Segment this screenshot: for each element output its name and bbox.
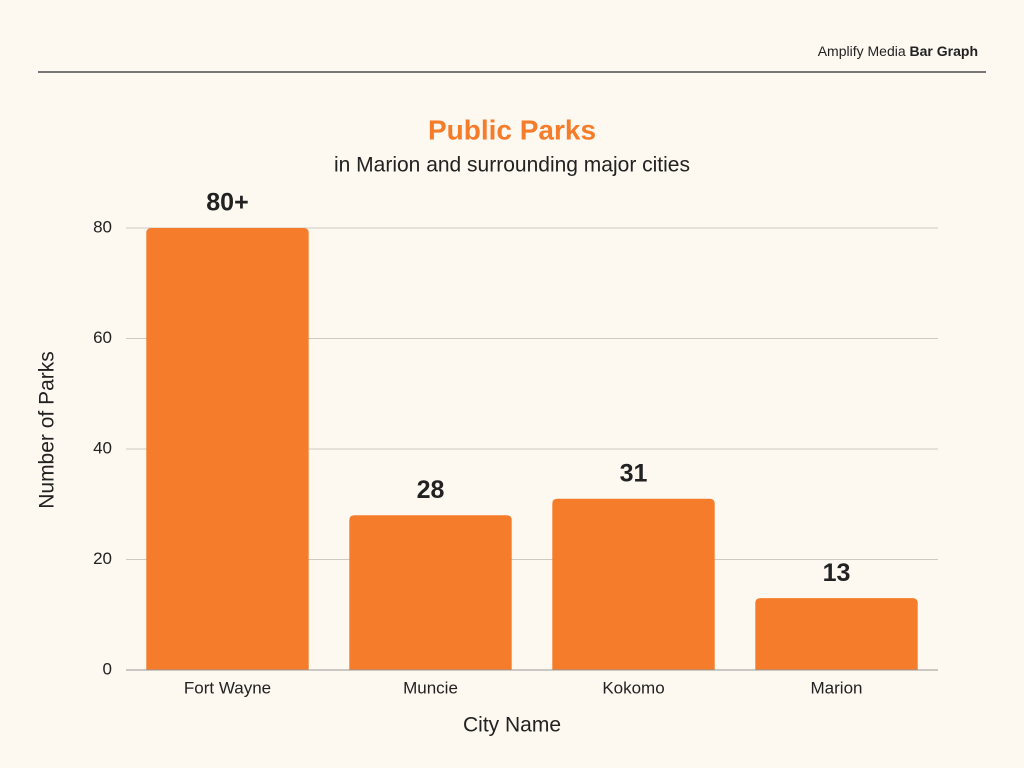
y-tick-label: 80 — [93, 217, 112, 236]
value-label: 13 — [823, 559, 851, 587]
header-brand: Amplify Media — [818, 43, 906, 59]
value-label: 80+ — [206, 189, 248, 217]
bar — [552, 498, 715, 670]
value-label: 28 — [417, 476, 445, 504]
x-tick-label: Marion — [811, 678, 863, 697]
chart-title: Public Parks — [428, 114, 596, 145]
x-tick-label: Kokomo — [602, 678, 664, 697]
bar — [755, 598, 918, 670]
x-axis-label: City Name — [463, 714, 561, 737]
bar — [349, 515, 512, 670]
y-axis-label: Number of Parks — [36, 351, 59, 509]
header-text: Amplify Media Bar Graph — [818, 43, 978, 59]
x-tick-label: Muncie — [403, 678, 458, 697]
y-tick-label: 60 — [93, 328, 112, 347]
y-tick-label: 20 — [93, 549, 112, 568]
header-label: Bar Graph — [910, 43, 978, 59]
x-tick-label: Fort Wayne — [184, 678, 271, 697]
y-tick-label: 0 — [103, 659, 112, 678]
bar — [146, 228, 309, 670]
chart-subtitle: in Marion and surrounding major cities — [334, 154, 690, 177]
value-label: 31 — [620, 459, 648, 487]
y-tick-label: 40 — [93, 438, 112, 457]
